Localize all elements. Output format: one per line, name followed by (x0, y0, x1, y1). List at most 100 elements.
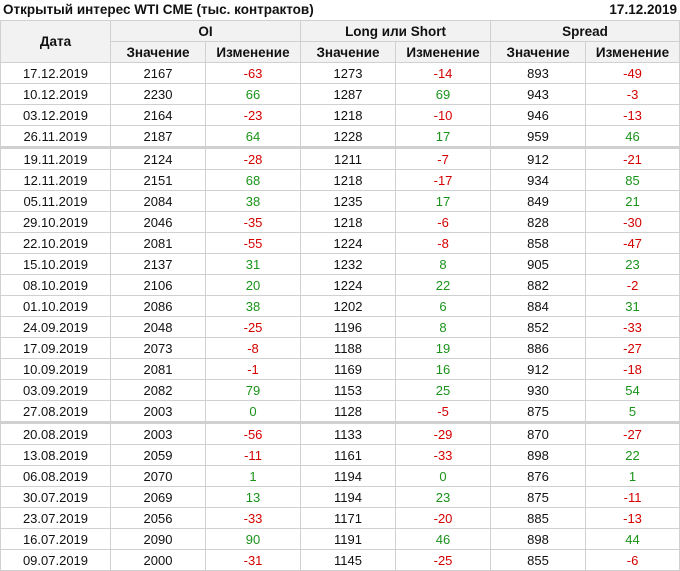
cell-oi-value: 2106 (110, 274, 206, 296)
cell-oi-change: 90 (204, 528, 302, 550)
cell-oi-change: -11 (204, 444, 302, 466)
cell-oi-change: -25 (204, 316, 302, 338)
cell-date: 03.12.2019 (0, 104, 111, 126)
cell-oi-change: -35 (204, 211, 302, 233)
header-oi-change: Изменение (204, 41, 302, 63)
cell-oi-change: 13 (204, 486, 302, 508)
cell-oi-value: 2090 (110, 528, 206, 550)
table-row: 17.09.2019 2073 -8 1188 19 886 -27 (0, 337, 680, 359)
cell-ls-change: -8 (395, 232, 492, 254)
cell-ls-change: 17 (395, 190, 492, 212)
cell-oi-change: -55 (204, 232, 302, 254)
cell-ls-change: -6 (395, 211, 492, 233)
cell-spread-change: 85 (585, 169, 680, 191)
cell-spread-change: 23 (585, 253, 680, 275)
cell-ls-value: 1169 (300, 358, 397, 380)
cell-ls-change: 19 (395, 337, 492, 359)
cell-oi-value: 2056 (110, 507, 206, 529)
cell-ls-value: 1224 (300, 274, 397, 296)
cell-ls-change: 23 (395, 486, 492, 508)
cell-oi-value: 2086 (110, 295, 206, 317)
cell-spread-value: 934 (490, 169, 587, 191)
cell-date: 10.09.2019 (0, 358, 111, 380)
cell-spread-value: 898 (490, 444, 587, 466)
cell-oi-value: 2230 (110, 83, 206, 105)
cell-spread-change: -13 (585, 507, 680, 529)
cell-ls-change: 16 (395, 358, 492, 380)
cell-spread-change: -47 (585, 232, 680, 254)
cell-date: 03.09.2019 (0, 379, 111, 401)
cell-spread-value: 852 (490, 316, 587, 338)
header-spread: Spread (490, 20, 680, 42)
cell-oi-value: 2151 (110, 169, 206, 191)
table-row: 26.11.2019 2187 64 1228 17 959 46 (0, 125, 680, 148)
cell-date: 10.12.2019 (0, 83, 111, 105)
cell-date: 20.08.2019 (0, 421, 111, 445)
cell-spread-value: 849 (490, 190, 587, 212)
cell-oi-value: 2046 (110, 211, 206, 233)
cell-spread-value: 884 (490, 295, 587, 317)
cell-date: 23.07.2019 (0, 507, 111, 529)
cell-oi-change: -28 (204, 146, 302, 170)
cell-spread-change: 22 (585, 444, 680, 466)
cell-oi-change: 66 (204, 83, 302, 105)
cell-spread-change: 5 (585, 400, 680, 423)
cell-oi-change: 0 (204, 400, 302, 423)
cell-oi-change: -63 (204, 62, 302, 84)
cell-oi-change: -23 (204, 104, 302, 126)
header-oi-value: Значение (110, 41, 206, 63)
cell-ls-change: -33 (395, 444, 492, 466)
table-row: 23.07.2019 2056 -33 1171 -20 885 -13 (0, 507, 680, 529)
cell-spread-change: 54 (585, 379, 680, 401)
cell-oi-value: 2124 (110, 146, 206, 170)
cell-ls-value: 1194 (300, 465, 397, 487)
cell-ls-value: 1211 (300, 146, 397, 170)
header-oi: OI (109, 20, 302, 42)
cell-spread-change: -30 (585, 211, 680, 233)
cell-ls-change: -29 (395, 421, 492, 445)
cell-ls-change: 69 (395, 83, 492, 105)
cell-spread-value: 912 (490, 358, 587, 380)
cell-oi-value: 2081 (110, 358, 206, 380)
cell-spread-change: -27 (585, 337, 680, 359)
cell-oi-change: 1 (204, 465, 302, 487)
cell-ls-change: -20 (395, 507, 492, 529)
table-row: 29.10.2019 2046 -35 1218 -6 828 -30 (0, 211, 680, 233)
table-row: 10.12.2019 2230 66 1287 69 943 -3 (0, 83, 680, 105)
cell-spread-value: 870 (490, 421, 587, 445)
table-row: 05.11.2019 2084 38 1235 17 849 21 (0, 190, 680, 212)
table-row: 24.09.2019 2048 -25 1196 8 852 -33 (0, 316, 680, 338)
cell-spread-value: 885 (490, 507, 587, 529)
cell-date: 30.07.2019 (0, 486, 111, 508)
cell-ls-change: 8 (395, 253, 492, 275)
cell-ls-change: 22 (395, 274, 492, 296)
cell-oi-value: 2000 (110, 549, 206, 571)
cell-date: 13.08.2019 (0, 444, 111, 466)
cell-oi-value: 2048 (110, 316, 206, 338)
cell-spread-change: 44 (585, 528, 680, 550)
cell-oi-value: 2069 (110, 486, 206, 508)
cell-ls-value: 1196 (300, 316, 397, 338)
cell-ls-change: -10 (395, 104, 492, 126)
cell-date: 26.11.2019 (0, 125, 111, 148)
cell-oi-value: 2070 (110, 465, 206, 487)
cell-spread-value: 882 (490, 274, 587, 296)
table-row: 01.10.2019 2086 38 1202 6 884 31 (0, 295, 680, 317)
cell-spread-value: 855 (490, 549, 587, 571)
cell-ls-value: 1194 (300, 486, 397, 508)
header-bar: Открытый интерес WTI CME (тыс. контракто… (0, 0, 680, 20)
cell-ls-change: 0 (395, 465, 492, 487)
cell-oi-value: 2003 (110, 400, 206, 423)
cell-ls-change: 17 (395, 125, 492, 148)
table-row: 22.10.2019 2081 -55 1224 -8 858 -47 (0, 232, 680, 254)
cell-ls-value: 1273 (300, 62, 397, 84)
cell-spread-change: -11 (585, 486, 680, 508)
cell-ls-value: 1224 (300, 232, 397, 254)
header-spread-change: Изменение (585, 41, 680, 63)
header-ls-change: Изменение (395, 41, 492, 63)
cell-ls-value: 1133 (300, 421, 397, 445)
cell-spread-value: 858 (490, 232, 587, 254)
cell-oi-change: 79 (204, 379, 302, 401)
cell-spread-value: 930 (490, 379, 587, 401)
cell-ls-change: -5 (395, 400, 492, 423)
